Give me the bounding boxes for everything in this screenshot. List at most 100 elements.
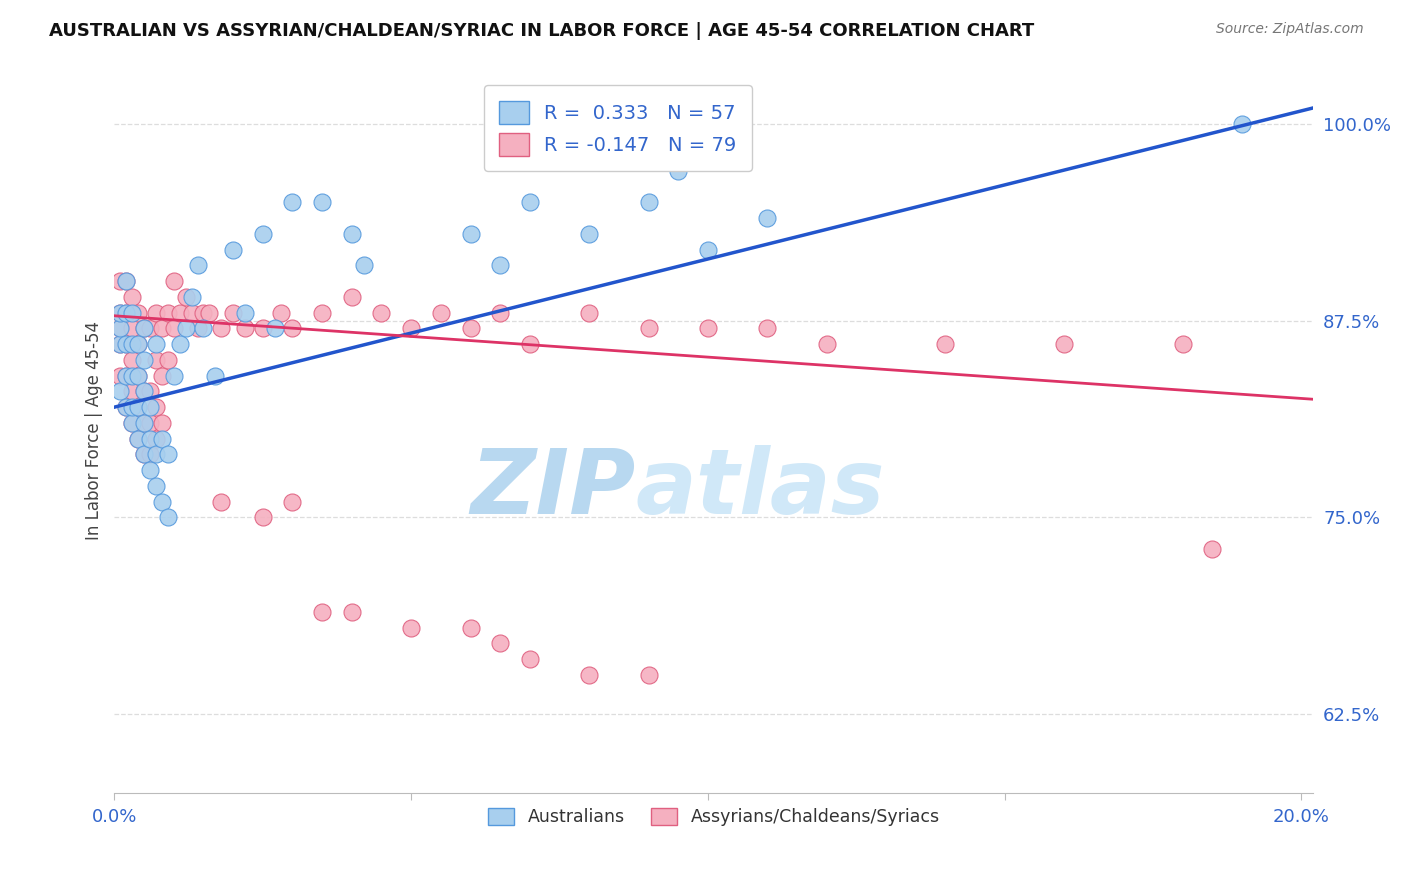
- Point: [252, 510, 274, 524]
- Point: [186, 259, 208, 273]
- Point: [110, 321, 132, 335]
- Point: [121, 368, 143, 383]
- Point: [132, 384, 155, 399]
- Point: [578, 227, 600, 241]
- Point: [204, 368, 226, 383]
- Point: [186, 321, 208, 335]
- Point: [127, 337, 149, 351]
- Point: [139, 463, 162, 477]
- Point: [460, 621, 482, 635]
- Point: [132, 447, 155, 461]
- Point: [127, 432, 149, 446]
- Point: [115, 337, 138, 351]
- Point: [578, 668, 600, 682]
- Point: [180, 290, 202, 304]
- Point: [815, 337, 838, 351]
- Point: [115, 274, 138, 288]
- Point: [110, 337, 132, 351]
- Point: [132, 321, 155, 335]
- Point: [460, 227, 482, 241]
- Point: [163, 274, 186, 288]
- Text: Source: ZipAtlas.com: Source: ZipAtlas.com: [1216, 22, 1364, 37]
- Point: [174, 290, 197, 304]
- Point: [340, 290, 363, 304]
- Point: [139, 432, 162, 446]
- Point: [121, 337, 143, 351]
- Point: [696, 321, 718, 335]
- Point: [222, 305, 245, 319]
- Point: [121, 305, 143, 319]
- Point: [340, 227, 363, 241]
- Point: [399, 621, 422, 635]
- Point: [145, 305, 167, 319]
- Point: [209, 321, 232, 335]
- Point: [281, 321, 304, 335]
- Point: [174, 321, 197, 335]
- Point: [110, 305, 132, 319]
- Point: [115, 400, 138, 414]
- Point: [132, 447, 155, 461]
- Point: [145, 400, 167, 414]
- Point: [115, 305, 138, 319]
- Legend: Australians, Assyrians/Chaldeans/Syriacs: Australians, Assyrians/Chaldeans/Syriacs: [479, 799, 949, 835]
- Point: [150, 432, 173, 446]
- Point: [145, 447, 167, 461]
- Point: [110, 305, 132, 319]
- Point: [121, 321, 143, 335]
- Point: [353, 259, 375, 273]
- Point: [127, 400, 149, 414]
- Point: [156, 305, 179, 319]
- Point: [127, 368, 149, 383]
- Point: [169, 305, 191, 319]
- Point: [399, 321, 422, 335]
- Point: [934, 337, 956, 351]
- Point: [637, 668, 659, 682]
- Point: [132, 321, 155, 335]
- Point: [121, 416, 143, 430]
- Point: [163, 321, 186, 335]
- Point: [519, 195, 541, 210]
- Point: [127, 400, 149, 414]
- Text: AUSTRALIAN VS ASSYRIAN/CHALDEAN/SYRIAC IN LABOR FORCE | AGE 45-54 CORRELATION CH: AUSTRALIAN VS ASSYRIAN/CHALDEAN/SYRIAC I…: [49, 22, 1035, 40]
- Point: [756, 211, 779, 226]
- Point: [139, 384, 162, 399]
- Point: [281, 494, 304, 508]
- Point: [150, 321, 173, 335]
- Point: [519, 337, 541, 351]
- Point: [281, 195, 304, 210]
- Point: [127, 432, 149, 446]
- Point: [311, 605, 333, 619]
- Point: [1171, 337, 1194, 351]
- Point: [127, 305, 149, 319]
- Point: [139, 447, 162, 461]
- Text: atlas: atlas: [636, 445, 886, 533]
- Point: [1230, 117, 1253, 131]
- Point: [132, 416, 155, 430]
- Point: [132, 384, 155, 399]
- Point: [340, 605, 363, 619]
- Point: [156, 352, 179, 367]
- Point: [110, 384, 132, 399]
- Point: [263, 321, 285, 335]
- Point: [127, 368, 149, 383]
- Point: [756, 321, 779, 335]
- Point: [139, 321, 162, 335]
- Point: [132, 352, 155, 367]
- Point: [156, 447, 179, 461]
- Point: [637, 195, 659, 210]
- Point: [370, 305, 392, 319]
- Point: [110, 274, 132, 288]
- Point: [121, 352, 143, 367]
- Point: [163, 368, 186, 383]
- Point: [121, 384, 143, 399]
- Point: [150, 494, 173, 508]
- Point: [222, 243, 245, 257]
- Point: [1201, 541, 1223, 556]
- Point: [270, 305, 292, 319]
- Point: [489, 305, 512, 319]
- Point: [252, 321, 274, 335]
- Point: [519, 652, 541, 666]
- Point: [145, 479, 167, 493]
- Point: [115, 274, 138, 288]
- Point: [115, 337, 138, 351]
